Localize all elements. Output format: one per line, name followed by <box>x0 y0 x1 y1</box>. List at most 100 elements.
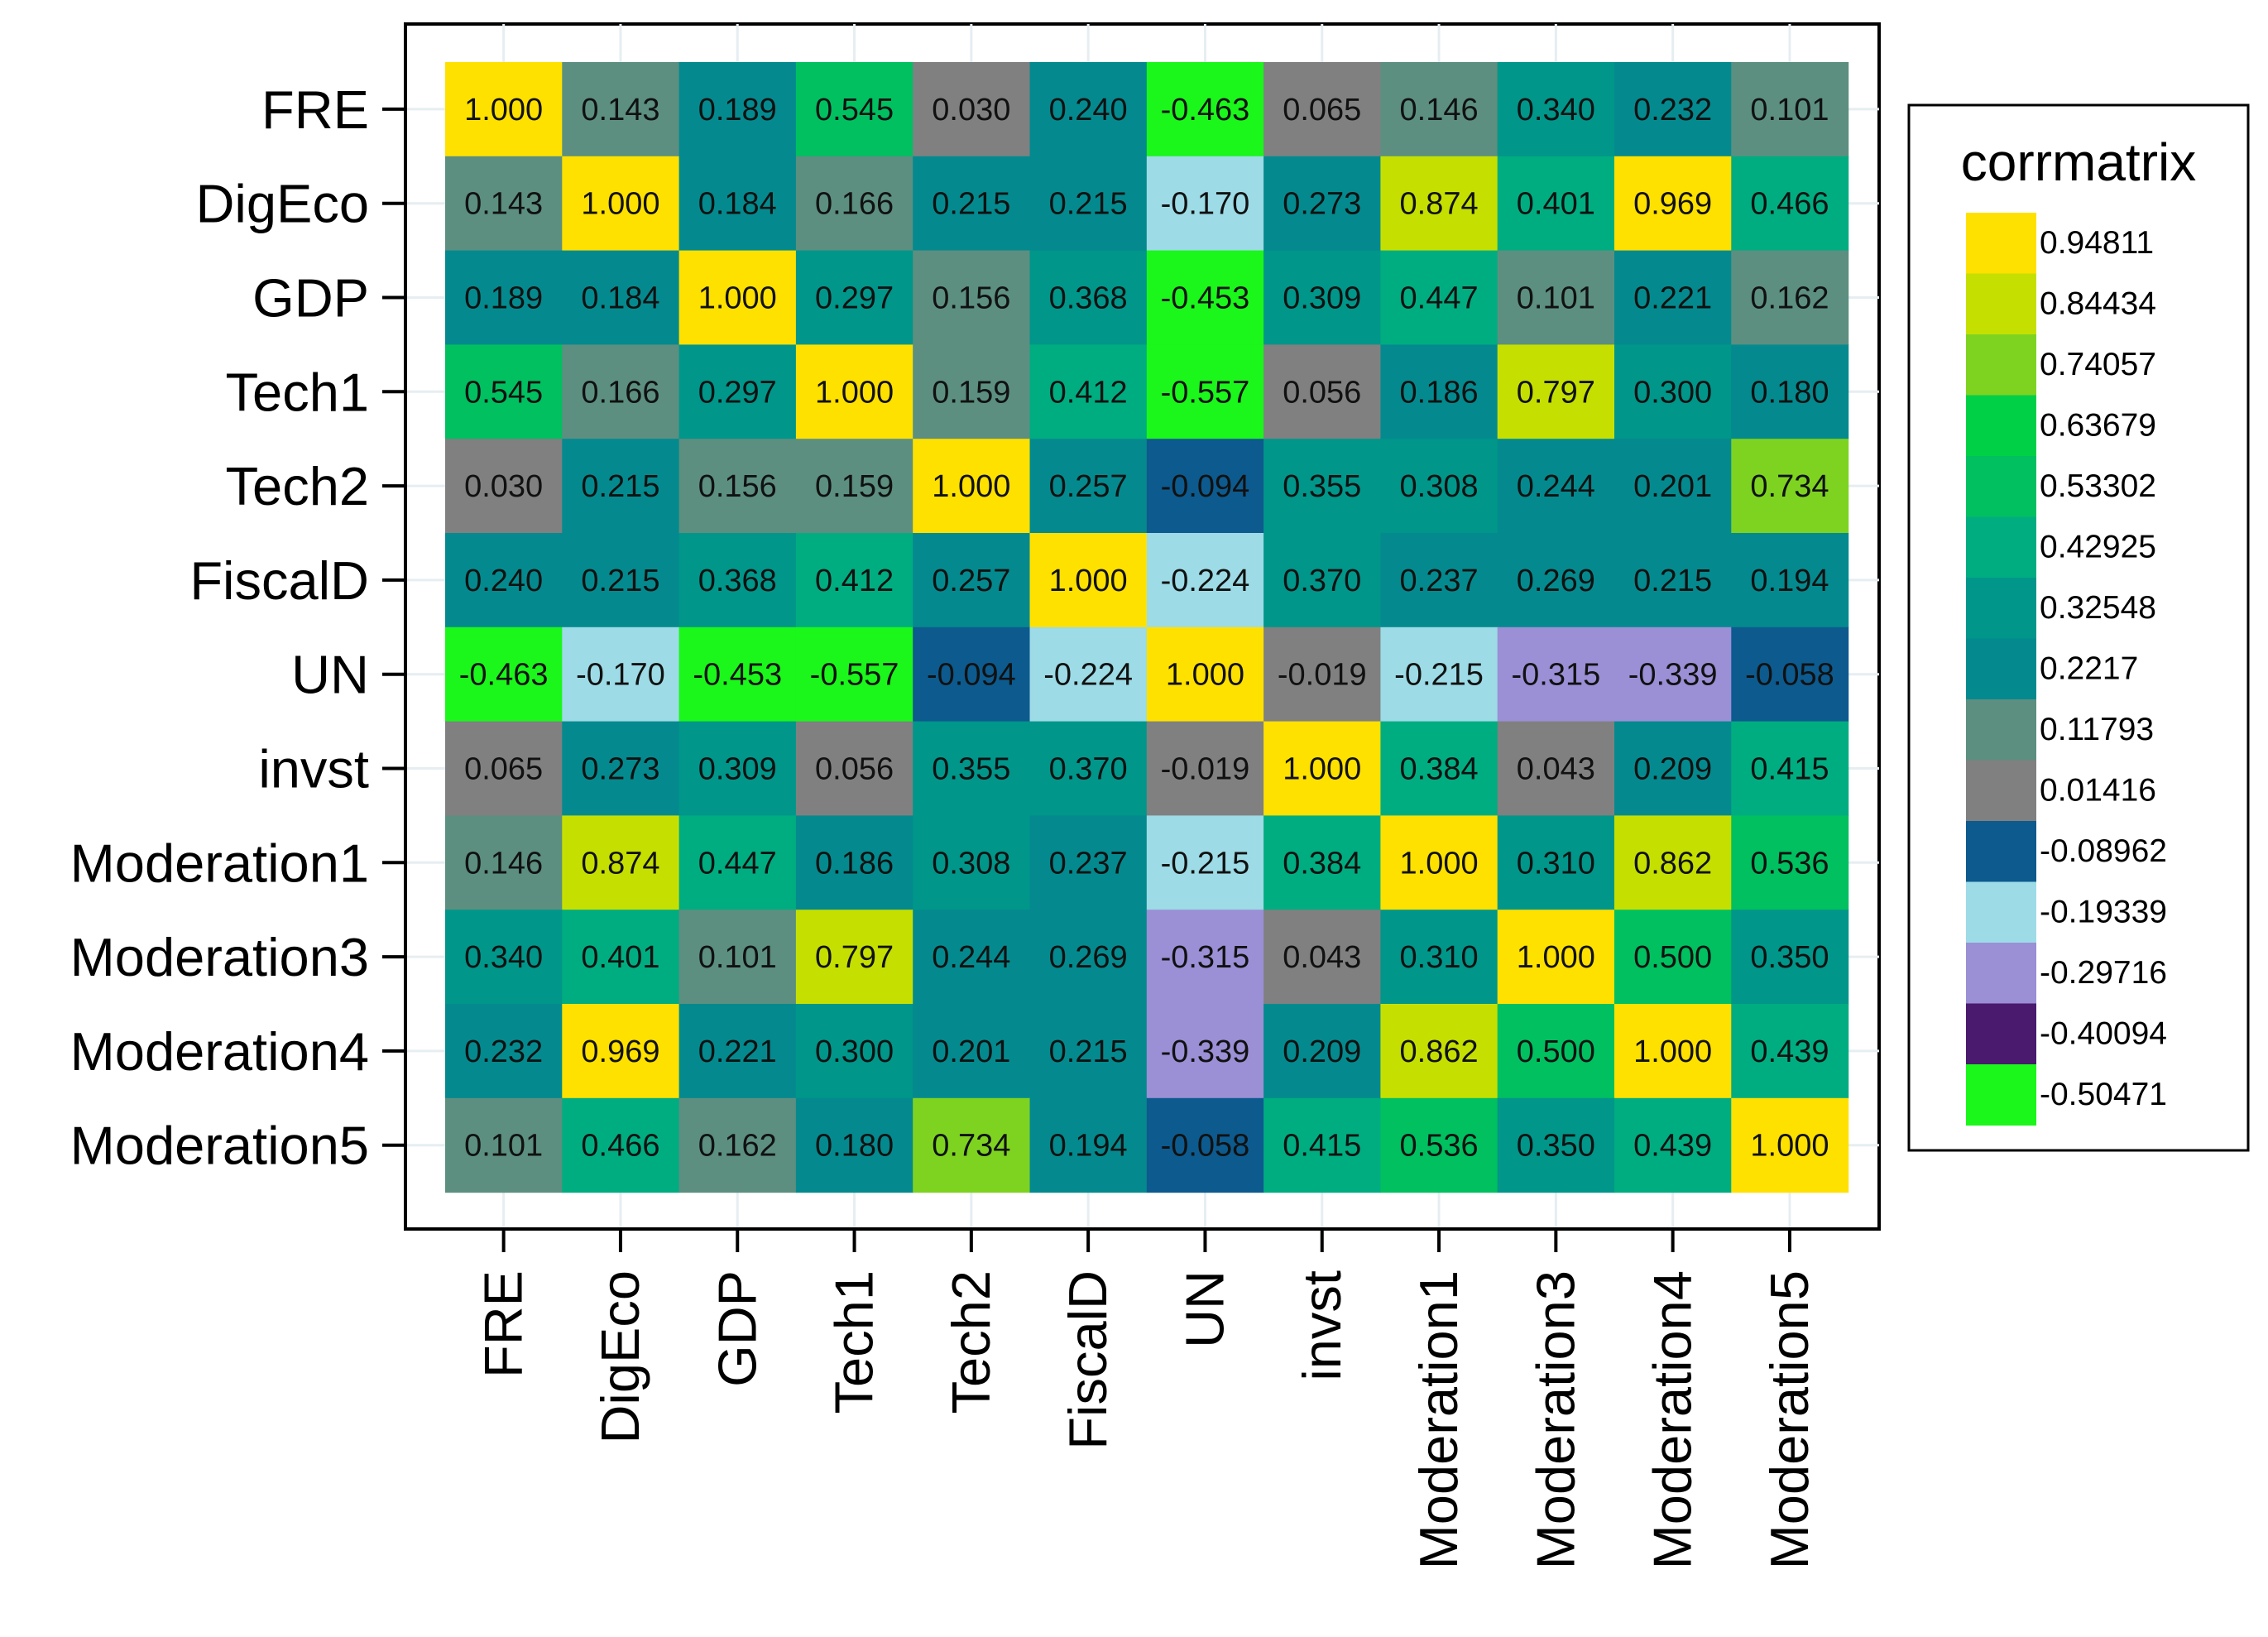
cell-value-label: 0.370 <box>1283 564 1361 598</box>
legend: corrmatrix 0.94811 0.84434 0.74057 0.63679 0.… <box>1907 103 2250 1152</box>
legend-swatch <box>1966 943 2036 1004</box>
cell-value-label: 0.734 <box>932 1129 1010 1164</box>
heatmap-cell <box>1380 910 1498 1005</box>
heatmap-cell <box>795 62 913 157</box>
cell-value-label: 0.273 <box>581 752 659 787</box>
cell-value-label: 0.180 <box>1750 375 1829 410</box>
cell-value-label: 0.065 <box>1283 93 1361 127</box>
cell-value-label: 0.862 <box>1633 846 1712 881</box>
heatmap-cell <box>1146 533 1264 628</box>
heatmap-cell <box>1029 156 1148 252</box>
cell-value-label: 0.500 <box>1517 1035 1595 1069</box>
heatmap-cell <box>1380 250 1498 345</box>
heatmap-cell <box>1029 721 1148 816</box>
heatmap-cell <box>1263 533 1381 628</box>
cell-value-label: 0.215 <box>1049 187 1128 222</box>
legend-swatch <box>1966 273 2036 335</box>
y-tick-label: Tech2 <box>226 456 369 516</box>
legend-label: 0.84434 <box>2040 286 2156 322</box>
cell-value-label: -0.557 <box>1161 375 1250 410</box>
legend-label: 0.32548 <box>2040 590 2156 626</box>
heatmap-cell <box>913 1004 1031 1099</box>
x-tick-label: UN <box>1174 1270 1235 1348</box>
cell-value-label: 0.545 <box>815 93 894 127</box>
cell-value-label: 0.184 <box>698 187 777 222</box>
x-tick-label: Moderation1 <box>1408 1270 1469 1569</box>
heatmap-cell <box>1731 250 1849 345</box>
cell-value-label: 0.412 <box>815 564 894 598</box>
cell-value-label: 0.215 <box>581 564 659 598</box>
x-tick-label: FRE <box>473 1270 534 1378</box>
cell-value-label: 0.156 <box>698 469 777 504</box>
heatmap-cell <box>1146 250 1264 345</box>
heatmap-cell <box>1731 533 1849 628</box>
heatmap-cell <box>1146 815 1264 910</box>
heatmap-cell <box>1029 439 1148 534</box>
cell-value-label: -0.224 <box>1161 564 1250 598</box>
legend-swatch <box>1966 578 2036 639</box>
heatmap-cell <box>1497 533 1615 628</box>
heatmap-cell <box>1614 626 1732 722</box>
legend-label: 0.01416 <box>2040 773 2156 809</box>
heatmap-cell <box>1380 815 1498 910</box>
heatmap-cell <box>445 910 563 1005</box>
cell-value-label: 0.439 <box>1750 1035 1829 1069</box>
cell-value-label: 0.184 <box>581 281 659 316</box>
cell-value-label: 0.240 <box>1049 93 1128 127</box>
cell-value-label: 1.000 <box>1633 1035 1712 1069</box>
x-tick-label: DigEco <box>590 1270 650 1444</box>
cell-value-label: 1.000 <box>1400 846 1479 881</box>
cell-value-label: -0.019 <box>1161 752 1250 787</box>
cell-value-label: -0.453 <box>693 658 782 693</box>
x-tick-label: invst <box>1292 1270 1352 1381</box>
cell-value-label: 0.355 <box>932 752 1010 787</box>
heatmap-cell <box>1497 721 1615 816</box>
heatmap-cell <box>445 1004 563 1099</box>
heatmap-cell <box>1263 250 1381 345</box>
cell-value-label: 0.194 <box>1750 564 1829 598</box>
heatmap-cell <box>445 626 563 722</box>
heatmap-cell <box>1263 910 1381 1005</box>
cell-value-label: -0.094 <box>1161 469 1250 504</box>
heatmap-cell <box>913 721 1031 816</box>
heatmap-cell <box>1029 1097 1148 1193</box>
cell-value-label: 1.000 <box>581 187 659 222</box>
legend-label: 0.63679 <box>2040 408 2156 444</box>
legend-swatch <box>1966 516 2036 578</box>
cell-value-label: 0.401 <box>581 940 659 975</box>
cell-value-label: 0.232 <box>464 1035 543 1069</box>
heatmap-cell <box>678 721 797 816</box>
cell-value-label: 0.043 <box>1517 752 1595 787</box>
x-tick-label: Moderation3 <box>1525 1270 1585 1569</box>
legend-swatch <box>1966 456 2036 517</box>
cell-value-label: 0.244 <box>1517 469 1595 504</box>
cell-value-label: 0.146 <box>1400 93 1479 127</box>
heatmap-cell <box>1146 439 1264 534</box>
heatmap-cell <box>913 62 1031 157</box>
legend-box <box>1907 103 2250 1152</box>
cell-value-label: 0.297 <box>698 375 777 410</box>
cell-value-label: 0.189 <box>698 93 777 127</box>
heatmap-cell <box>1614 344 1732 439</box>
heatmap-cell <box>1029 1004 1148 1099</box>
cell-value-label: 0.401 <box>1517 187 1595 222</box>
cell-value-label: 0.186 <box>1400 375 1479 410</box>
legend-label: 0.53302 <box>2040 468 2156 504</box>
cell-value-label: 0.043 <box>1283 940 1361 975</box>
cell-value-label: 0.874 <box>581 846 659 881</box>
heatmap-cell <box>1497 815 1615 910</box>
x-axis: FRE DigEco GDP Tech1 Tech2 FiscalD UN invst Mode… <box>404 1227 1881 1569</box>
heatmap-cell <box>795 344 913 439</box>
cell-value-label: 0.143 <box>581 93 659 127</box>
legend-label: 0.94811 <box>2040 225 2154 261</box>
heatmap-cell <box>445 533 563 628</box>
heatmap-cell <box>1614 1097 1732 1193</box>
heatmap-cell <box>1029 815 1148 910</box>
heatmap-cell <box>1614 1004 1732 1099</box>
cell-value-label: 0.350 <box>1517 1129 1595 1164</box>
heatmap-cell <box>562 439 680 534</box>
y-tick-label: Tech1 <box>226 362 369 422</box>
cell-value-label: 0.874 <box>1400 187 1479 222</box>
cell-value-label: 0.545 <box>464 375 543 410</box>
